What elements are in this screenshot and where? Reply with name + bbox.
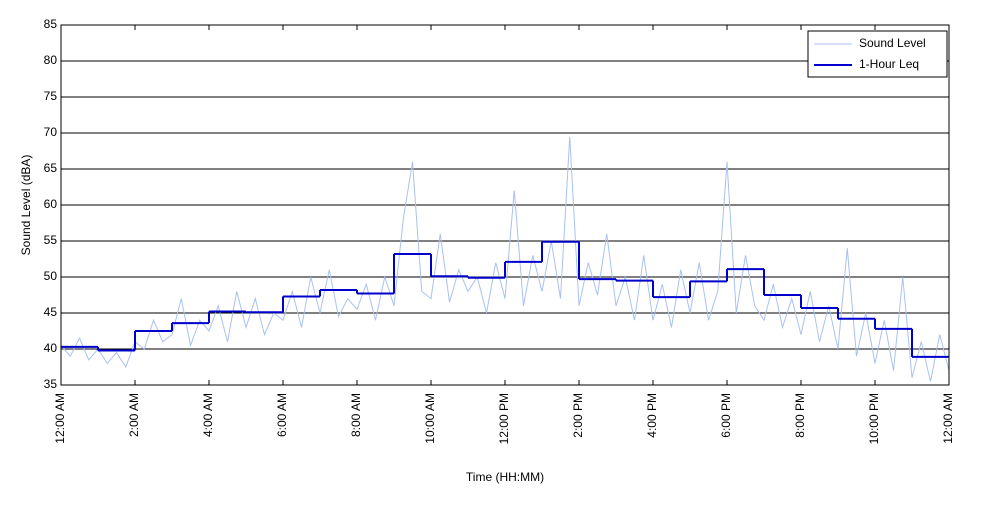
y-tick-label: 80 bbox=[44, 53, 58, 67]
legend-box bbox=[807, 30, 948, 78]
x-tick-label: 12:00 PM bbox=[497, 393, 511, 444]
x-tick-label: 6:00 PM bbox=[719, 393, 733, 438]
data-line bbox=[60, 136, 950, 382]
x-tick-label: 8:00 PM bbox=[793, 393, 807, 438]
y-tick-label: 65 bbox=[44, 161, 58, 175]
x-tick-label: 12:00 AM bbox=[53, 393, 67, 444]
x-tick-label: 6:00 AM bbox=[275, 393, 289, 437]
x-tick-label: 4:00 PM bbox=[645, 393, 659, 438]
y-tick-label: 55 bbox=[44, 233, 58, 247]
y-tick-label: 45 bbox=[44, 305, 58, 319]
x-tick-label: 2:00 PM bbox=[571, 393, 585, 438]
y-tick-label: 50 bbox=[44, 269, 58, 283]
plot-frame bbox=[60, 24, 950, 386]
x-axis-label: Time (HH:MM) bbox=[466, 470, 544, 484]
x-tick-label: 8:00 AM bbox=[349, 393, 363, 437]
y-tick-label: 85 bbox=[44, 17, 58, 31]
legend-label: 1-Hour Leq bbox=[859, 57, 919, 71]
y-tick-label: 70 bbox=[44, 125, 58, 139]
x-tick-label: 12:00 AM bbox=[941, 393, 955, 444]
x-tick-label: 10:00 PM bbox=[867, 393, 881, 444]
y-tick-label: 60 bbox=[44, 197, 58, 211]
x-tick-label: 10:00 AM bbox=[423, 393, 437, 444]
x-tick-label: 4:00 AM bbox=[201, 393, 215, 437]
x-tick-label: 2:00 AM bbox=[127, 393, 141, 437]
y-tick-label: 35 bbox=[44, 377, 58, 391]
y-axis-label: Sound Level (dBA) bbox=[19, 155, 33, 256]
legend-label: Sound Level bbox=[859, 36, 926, 50]
y-tick-label: 75 bbox=[44, 89, 58, 103]
y-tick-label: 40 bbox=[44, 341, 58, 355]
